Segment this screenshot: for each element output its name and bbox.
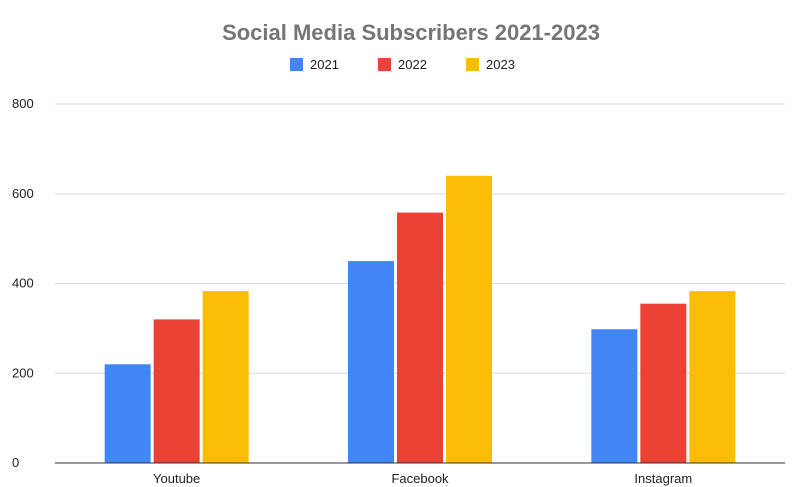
bar-facebook-2022	[397, 212, 443, 463]
chart-title: Social Media Subscribers 2021-2023	[222, 20, 600, 45]
x-category-label-instagram: Instagram	[634, 471, 692, 486]
x-category-label-youtube: Youtube	[153, 471, 200, 486]
legend-label-2021: 2021	[310, 57, 339, 72]
bar-facebook-2021	[348, 261, 394, 463]
y-tick-label-600: 600	[12, 186, 34, 201]
bar-instagram-2021	[591, 329, 638, 463]
x-category-label-facebook: Facebook	[391, 471, 449, 486]
y-tick-label-200: 200	[12, 365, 34, 380]
y-tick-label-0: 0	[12, 455, 19, 470]
y-tick-label-800: 800	[12, 96, 34, 111]
legend-swatch-2022	[378, 58, 391, 71]
bar-youtube-2023	[202, 291, 249, 463]
y-axis-tick-labels: 0 200 400 600 800	[12, 96, 34, 470]
bars	[104, 175, 736, 464]
bar-instagram-2023	[689, 291, 736, 463]
legend-swatch-2021	[290, 58, 303, 71]
legend-label-2022: 2022	[398, 57, 427, 72]
legend: 2021 2022 2023	[290, 57, 515, 72]
bar-youtube-2022	[153, 319, 200, 463]
y-tick-label-400: 400	[12, 276, 34, 291]
bar-instagram-2022	[640, 303, 687, 463]
legend-label-2023: 2023	[486, 57, 515, 72]
x-axis-category-labels: Youtube Facebook Instagram	[153, 471, 692, 486]
bar-facebook-2023	[446, 175, 492, 464]
bar-youtube-2021	[104, 364, 151, 463]
legend-swatch-2023	[466, 58, 479, 71]
